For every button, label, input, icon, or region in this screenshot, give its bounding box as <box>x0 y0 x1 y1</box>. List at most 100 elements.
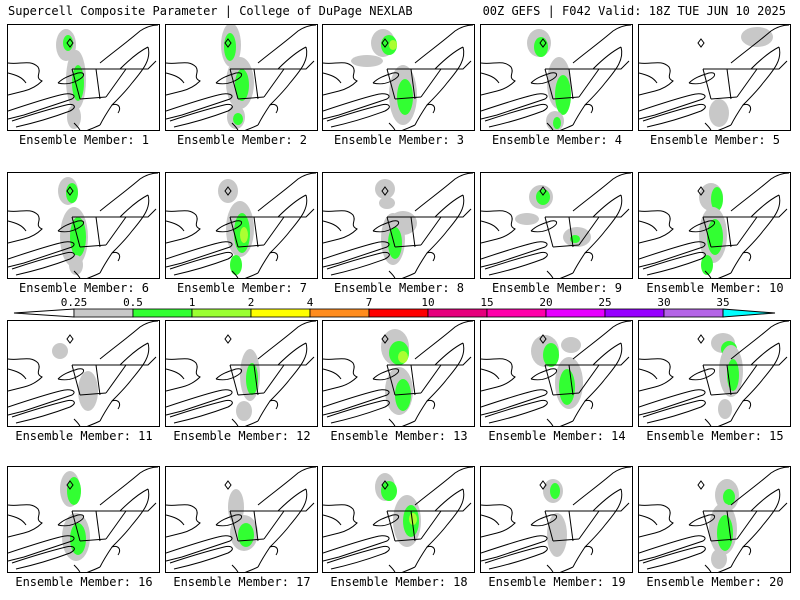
scp-contour-region <box>718 399 732 419</box>
map-outline <box>414 488 465 568</box>
map-outline <box>166 210 201 244</box>
map-outline <box>387 502 472 512</box>
scp-contour-region <box>550 483 560 499</box>
map-outline <box>572 488 623 568</box>
scp-contour-region <box>52 343 68 359</box>
lake-marker-icon <box>224 334 232 344</box>
ensemble-member-map <box>480 24 633 131</box>
scp-field-map <box>323 467 474 572</box>
map-outline <box>704 122 712 130</box>
map-outline <box>99 25 159 64</box>
map-outline <box>481 504 516 538</box>
member-caption: Ensemble Member: 20 <box>646 575 784 589</box>
map-outline <box>401 124 416 130</box>
map-outline <box>578 216 600 246</box>
map-outline <box>230 502 315 512</box>
map-outline <box>388 418 396 426</box>
map-outline <box>703 502 788 512</box>
ensemble-member-map <box>322 320 475 427</box>
map-outline <box>420 216 442 246</box>
map-outline <box>717 272 732 278</box>
map-outline <box>481 220 500 232</box>
map-outline <box>237 96 265 100</box>
map-outline <box>742 252 752 262</box>
map-outline <box>86 420 101 426</box>
map-outline <box>73 564 81 572</box>
map-outline <box>410 364 416 396</box>
colorbar-tick-label: 35 <box>716 296 729 309</box>
map-outline <box>388 122 396 130</box>
map-outline <box>253 68 259 100</box>
scp-contour-region <box>701 255 713 275</box>
map-outline <box>688 514 716 527</box>
scp-contour-region <box>711 187 723 211</box>
map-outline <box>72 60 157 70</box>
map-outline <box>481 368 500 380</box>
map-outline <box>530 72 558 85</box>
map-outline <box>269 252 279 262</box>
map-outline <box>420 510 442 540</box>
map-outline <box>169 104 233 128</box>
map-outline <box>717 124 732 130</box>
map-outline <box>386 364 396 396</box>
map-outline <box>703 60 788 70</box>
map-outline <box>323 368 342 380</box>
lake-marker-icon <box>539 38 547 48</box>
map-outline <box>584 546 594 556</box>
lake-marker-icon <box>697 334 705 344</box>
map-outline <box>726 510 732 542</box>
colorbar-tick-label: 30 <box>657 296 670 309</box>
map-outline <box>546 270 554 278</box>
map-outline <box>639 93 706 120</box>
map-outline <box>277 342 307 366</box>
map-outline <box>169 400 233 424</box>
map-outline <box>420 364 442 394</box>
map-outline <box>257 342 308 422</box>
map-outline <box>99 194 150 274</box>
map-outline <box>8 389 75 416</box>
map-outline <box>253 510 259 542</box>
lake-marker-icon <box>697 480 705 490</box>
colorbar-tick-label: 25 <box>598 296 611 309</box>
map-outline <box>8 93 75 120</box>
map-outline <box>642 546 706 570</box>
member-caption: Ensemble Member: 5 <box>649 133 781 147</box>
map-outline <box>71 510 81 542</box>
ensemble-member-map <box>638 24 791 131</box>
map-outline <box>231 122 239 130</box>
map-outline <box>253 216 259 248</box>
scp-contour-region <box>388 227 402 259</box>
scp-contour-region <box>375 179 395 199</box>
colorbar-swatch <box>73 308 134 318</box>
scp-contour-region <box>67 477 81 505</box>
map-outline <box>387 208 472 218</box>
map-outline <box>229 364 239 396</box>
map-outline <box>386 216 396 248</box>
member-caption: Ensemble Member: 16 <box>15 575 153 589</box>
scp-contour-region <box>741 27 773 47</box>
map-outline <box>572 467 632 506</box>
map-outline <box>79 244 107 248</box>
colorbar-tick-label: 0.25 <box>61 296 88 309</box>
map-outline <box>703 208 788 218</box>
map-outline <box>484 252 548 276</box>
map-outline <box>736 364 758 394</box>
map-outline <box>578 510 600 540</box>
map-outline <box>730 25 790 64</box>
map-outline <box>323 514 342 526</box>
map-outline <box>11 546 75 570</box>
member-caption: Ensemble Member: 15 <box>646 429 784 443</box>
ensemble-member-map <box>165 172 318 279</box>
map-outline <box>730 467 790 506</box>
lake-marker-icon <box>381 186 389 196</box>
member-caption: Ensemble Member: 18 <box>330 575 468 589</box>
map-outline <box>215 72 243 85</box>
map-outline <box>277 194 307 218</box>
member-caption: Ensemble Member: 9 <box>491 281 623 295</box>
map-outline <box>244 566 259 572</box>
scp-contour-region <box>543 343 559 367</box>
map-outline <box>326 546 390 570</box>
ensemble-member-map <box>165 24 318 131</box>
scp-field-map <box>166 467 317 572</box>
member-caption: Ensemble Member: 14 <box>488 429 626 443</box>
